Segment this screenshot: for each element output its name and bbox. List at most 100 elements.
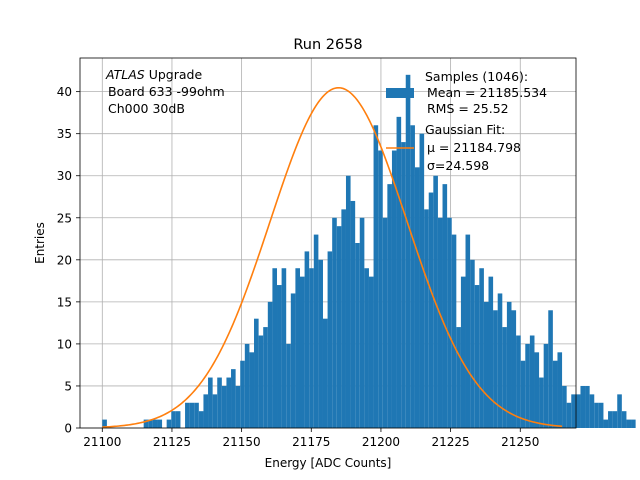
histogram-bar <box>350 200 356 428</box>
x-tick-label: 21250 <box>501 435 539 449</box>
histogram-bar <box>272 268 278 428</box>
y-tick-label: 35 <box>57 127 72 141</box>
histogram-bar <box>419 133 425 428</box>
histogram-bar <box>258 335 264 428</box>
legend-histogram-swatch <box>386 88 414 98</box>
plot-frame <box>79 57 577 429</box>
x-axis: 21100 21125 21150 21175 21200 21225 21250 <box>83 428 539 449</box>
histogram-bar <box>231 369 236 428</box>
histogram-bar <box>368 276 374 428</box>
histogram-bar <box>585 385 590 428</box>
histogram-bar <box>345 175 351 428</box>
histogram-bar <box>194 402 199 428</box>
histogram-bar <box>474 285 480 428</box>
histogram-bar <box>341 209 346 428</box>
histogram-bar <box>249 352 255 428</box>
y-tick-label: 40 <box>57 85 72 99</box>
histogram-bar <box>364 268 369 428</box>
histogram-bar <box>410 125 415 428</box>
histogram-bar <box>175 411 181 428</box>
histogram-bar <box>240 360 245 428</box>
histogram-bar <box>612 411 618 428</box>
histogram-bar <box>378 150 383 428</box>
histogram-bar <box>520 360 526 428</box>
histogram-bar <box>470 259 475 428</box>
histogram-bar <box>304 251 310 428</box>
histogram-bar <box>327 251 333 428</box>
legend-sigma-label: σ=24.598 <box>427 158 489 173</box>
histogram-bar <box>226 377 232 428</box>
y-axis: 0 5 10 15 20 25 30 35 40 <box>57 85 80 436</box>
x-tick-label: 21150 <box>223 435 261 449</box>
y-tick-label: 15 <box>57 295 72 309</box>
histogram-bar <box>465 234 471 428</box>
x-tick-label: 21100 <box>83 435 121 449</box>
histogram-bar <box>157 419 163 428</box>
x-tick-label: 21225 <box>432 435 470 449</box>
histogram-bar <box>437 217 443 428</box>
y-tick-label: 10 <box>57 337 72 351</box>
histogram-bar <box>299 276 305 428</box>
histogram-bar <box>387 184 392 428</box>
y-tick-label: 25 <box>57 211 72 225</box>
histogram-bar <box>277 285 282 428</box>
histogram-bar <box>198 411 204 428</box>
histogram-bar <box>382 217 388 428</box>
histogram-bar <box>221 385 227 428</box>
histogram-bar <box>566 402 572 428</box>
histogram-bar <box>396 116 402 428</box>
histogram-bar <box>608 411 613 428</box>
annotation-line1-rest: Upgrade <box>145 67 203 82</box>
chart-title: Run 2658 <box>293 37 362 53</box>
legend-histogram-label: Samples (1046): <box>425 69 528 84</box>
histogram-bar <box>148 419 153 428</box>
histogram-bars <box>102 74 636 429</box>
histogram-bar <box>203 394 209 428</box>
histogram-bar <box>318 259 323 428</box>
histogram-bar <box>373 125 379 428</box>
y-tick-label: 20 <box>57 253 72 267</box>
histogram-bar <box>548 310 553 428</box>
x-tick-label: 21200 <box>362 435 400 449</box>
histogram-bar <box>442 184 448 428</box>
histogram-bar <box>424 209 429 428</box>
histogram-bar <box>313 234 319 428</box>
histogram-bar <box>401 142 406 428</box>
histogram-bar <box>589 394 595 428</box>
histogram-bar <box>543 343 549 428</box>
histogram-bar <box>152 419 158 428</box>
histogram-bar <box>529 335 535 428</box>
histogram-bar <box>571 394 576 428</box>
histogram-bar <box>502 327 507 428</box>
histogram-bar <box>171 411 176 428</box>
histogram-bar <box>428 192 434 428</box>
histogram-bar <box>460 276 466 428</box>
annotation-box: ATLAS Upgrade Board 633 -99ohm Ch000 30d… <box>105 67 225 116</box>
histogram-bar <box>617 394 622 428</box>
histogram-bar <box>355 243 360 428</box>
histogram-bar <box>414 167 420 428</box>
histogram-bar <box>235 385 241 428</box>
histogram-bar <box>483 301 489 428</box>
histogram-bar <box>102 419 107 428</box>
histogram-bar <box>534 352 540 428</box>
x-axis-label: Energy [ADC Counts] <box>265 456 392 470</box>
x-tick-label: 21175 <box>292 435 330 449</box>
histogram-bar <box>525 343 530 428</box>
legend-rms-label: RMS = 25.52 <box>427 101 509 116</box>
histogram-bar <box>511 310 517 428</box>
histogram-bar <box>631 419 636 428</box>
histogram-bar <box>143 419 149 428</box>
histogram-bar <box>166 419 172 428</box>
y-axis-label: Entries <box>33 222 47 264</box>
histogram-bar <box>621 411 627 428</box>
histogram-bar <box>359 217 365 428</box>
gaussian-fit <box>102 86 563 428</box>
histogram-bar <box>336 226 342 428</box>
y-tick-label: 30 <box>57 169 72 183</box>
histogram-bar <box>322 318 328 428</box>
histogram-bar <box>575 394 581 428</box>
histogram-bar <box>598 402 604 428</box>
histogram-bar <box>447 217 452 428</box>
